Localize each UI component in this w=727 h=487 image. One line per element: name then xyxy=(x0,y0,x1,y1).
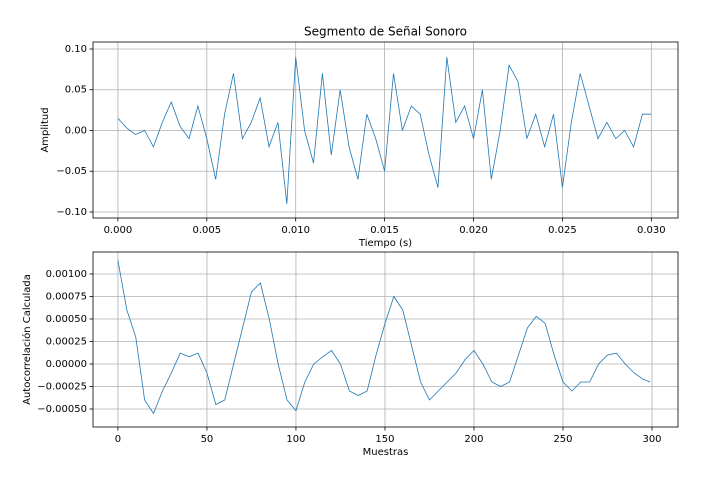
y-tick-label: −0.10 xyxy=(56,207,87,218)
x-tick-label: 150 xyxy=(375,434,394,445)
x-tick-label: 300 xyxy=(642,434,661,445)
x-tick-label: 0.030 xyxy=(637,225,666,236)
x-tick-label: 0.015 xyxy=(370,225,399,236)
x-tick-label: 250 xyxy=(553,434,572,445)
y-axis-label: Amplitud xyxy=(40,107,51,152)
y-tick-label: 0.00 xyxy=(65,125,87,136)
x-tick-label: 50 xyxy=(201,434,214,445)
y-tick-label: 0.00100 xyxy=(46,269,87,280)
y-tick-label: 0.05 xyxy=(65,85,87,96)
x-tick-label: 0.010 xyxy=(281,225,310,236)
y-tick-label: 0.00025 xyxy=(46,336,87,347)
x-tick-label: 100 xyxy=(286,434,305,445)
y-tick-label: −0.00025 xyxy=(37,381,87,392)
x-tick-label: 0.025 xyxy=(548,225,577,236)
y-tick-label: −0.05 xyxy=(56,166,87,177)
x-tick-label: 0.000 xyxy=(104,225,133,236)
x-tick-label: 0.020 xyxy=(459,225,488,236)
signal-line xyxy=(117,260,651,415)
x-tick-label: 0 xyxy=(115,434,121,445)
y-axis-label: Autocorrelación Calculada xyxy=(21,274,33,405)
axes-frame xyxy=(92,251,679,428)
x-tick-label: 200 xyxy=(464,434,483,445)
x-axis-label: Tiempo (s) xyxy=(358,238,412,249)
signal-line xyxy=(117,57,652,204)
y-tick-label: 0.10 xyxy=(65,44,87,55)
chart-title: Segmento de Señal Sonoro xyxy=(304,25,467,39)
y-tick-label: 0.00000 xyxy=(46,359,87,370)
y-tick-label: 0.00075 xyxy=(46,291,87,302)
y-tick-label: 0.00050 xyxy=(46,314,87,325)
x-axis-label: Muestras xyxy=(363,447,409,458)
axes-frame xyxy=(92,41,679,219)
x-tick-label: 0.005 xyxy=(192,225,221,236)
y-tick-label: −0.00050 xyxy=(37,404,87,415)
